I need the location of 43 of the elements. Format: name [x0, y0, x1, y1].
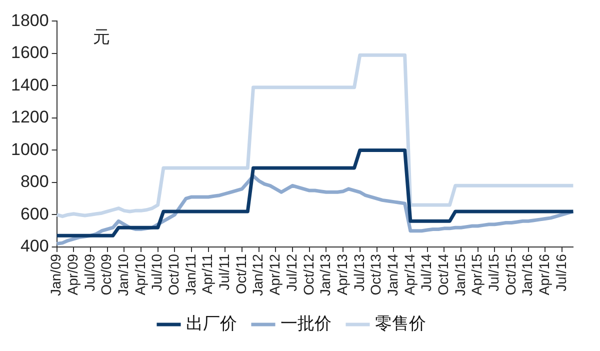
y-tick-label: 1000	[10, 140, 49, 159]
x-tick-label: Oct/12	[300, 254, 316, 296]
x-tick-label: Jul/14	[418, 254, 434, 292]
x-tick-label: Jul/16	[552, 254, 569, 292]
x-tick-label: Jul/13	[350, 254, 367, 292]
x-tick-label: Jan/14	[384, 254, 400, 296]
x-tick-label: Jan/16	[519, 254, 536, 296]
y-tick-label: 600	[20, 204, 49, 224]
x-tick-label: Jul/10	[148, 254, 165, 292]
x-tick-label: Oct/11	[232, 254, 249, 294]
x-tick-label: Apr/13	[334, 254, 350, 296]
x-tick-label: Jan/09	[48, 254, 64, 296]
y-tick-label: 800	[20, 172, 49, 192]
x-tick-label: Jul/12	[283, 254, 300, 292]
legend-label: 出厂价	[186, 314, 237, 334]
x-tick-label: Apr/15	[468, 254, 485, 296]
x-tick-label: Jan/10	[115, 254, 132, 296]
x-tick-label: Apr/12	[266, 254, 283, 296]
x-tick-label: Jan/15	[452, 254, 468, 296]
x-tick-label: Oct/10	[166, 254, 182, 296]
x-tick-label: Jul/15	[485, 254, 502, 292]
x-tick-label: Apr/11	[199, 254, 216, 294]
y-tick-label: 1800	[10, 10, 49, 30]
x-tick-label: Apr/14	[401, 254, 418, 296]
x-tick-label: Jan/12	[250, 254, 266, 296]
x-tick-label: Jan/13	[317, 254, 334, 296]
y-tick-label: 400	[20, 236, 49, 256]
legend-label: 一批价	[280, 314, 332, 334]
y-axis-title: 元	[92, 27, 110, 46]
y-tick-label: 1400	[10, 75, 49, 94]
x-tick-label: Apr/09	[64, 254, 81, 296]
x-tick-label: Oct/14	[434, 254, 451, 296]
x-tick-label: Jul/11	[216, 254, 232, 290]
x-tick-label: Jan/11	[182, 254, 198, 295]
x-tick-label: Oct/15	[502, 254, 518, 296]
y-tick-label: 1600	[10, 43, 49, 62]
x-tick-label: Apr/16	[536, 254, 552, 296]
x-tick-label: Oct/13	[368, 254, 384, 296]
legend-label: 零售价	[374, 314, 426, 334]
x-tick-label: Jul/09	[81, 254, 98, 292]
x-tick-label: Oct/09	[98, 254, 114, 296]
x-tick-label: Apr/10	[132, 254, 148, 296]
y-tick-label: 1200	[10, 108, 49, 127]
